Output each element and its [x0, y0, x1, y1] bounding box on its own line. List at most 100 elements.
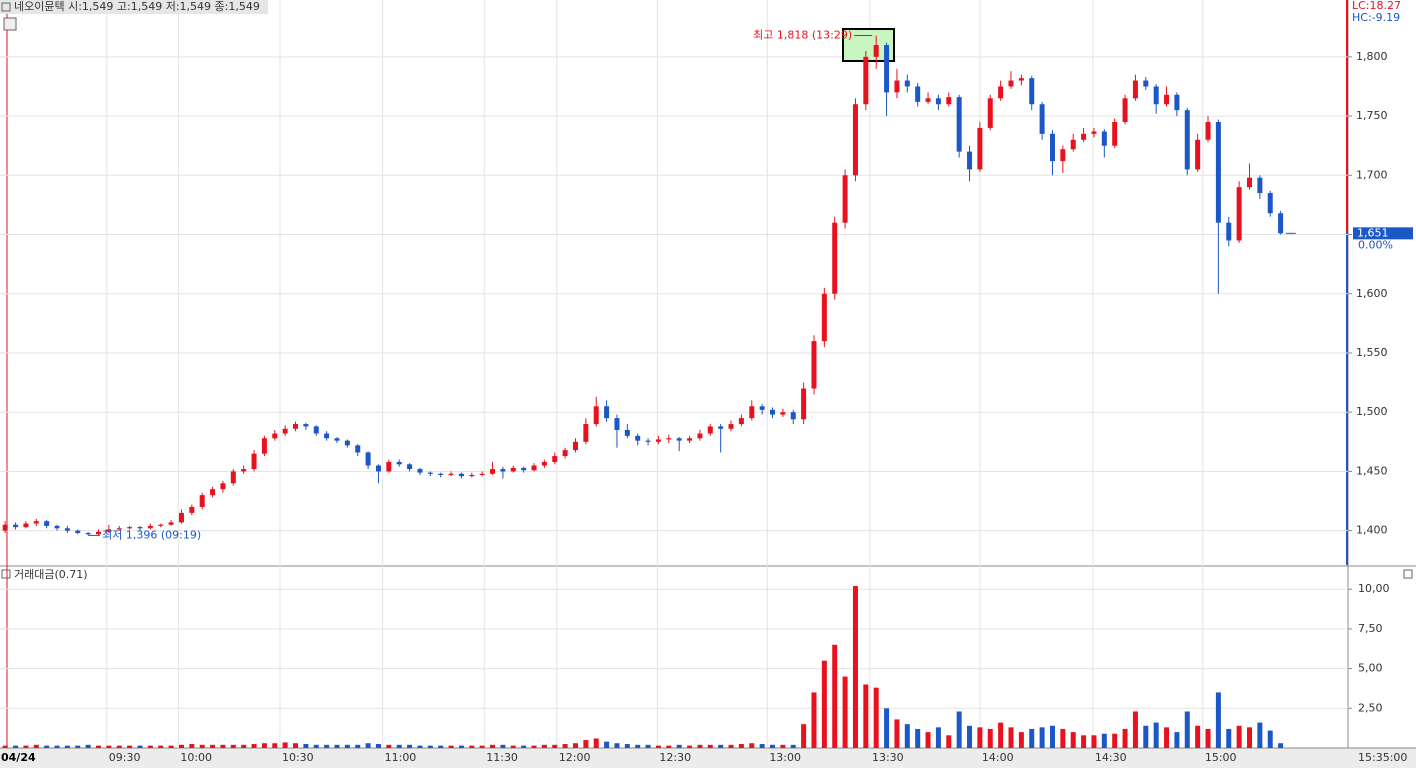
volume-bar [500, 744, 506, 748]
candle-body [707, 426, 713, 434]
candle-body [2, 524, 8, 531]
volume-bar [977, 727, 983, 748]
volume-bar [1081, 735, 1087, 748]
volume-bar [915, 728, 921, 748]
candle-body [261, 438, 267, 454]
volume-bar [946, 735, 952, 748]
volume-bar [44, 745, 50, 748]
volume-bar [324, 744, 330, 748]
candle-body [770, 409, 776, 415]
volume-icon[interactable] [1, 569, 11, 579]
candle-body [894, 80, 900, 93]
volume-bar [873, 687, 879, 748]
volume-bar [355, 744, 361, 748]
price-axis-area [1348, 0, 1416, 768]
volume-bar [1132, 711, 1138, 748]
volume-bar [676, 744, 682, 748]
candle-body [925, 98, 931, 102]
volume-bar [1267, 730, 1273, 748]
candle-body [1008, 80, 1014, 87]
volume-bar [759, 744, 765, 748]
volume-bar [417, 745, 423, 748]
candle-body [1081, 133, 1087, 140]
y-tick-label: 1,750 [1356, 109, 1388, 122]
volume-bar [925, 732, 931, 748]
title-box [0, 0, 268, 14]
candle-body [655, 439, 661, 442]
candle-body [230, 471, 236, 484]
volume-bar [230, 744, 236, 748]
x-tick-label: 14:30 [1095, 751, 1127, 764]
volume-bar [282, 742, 288, 748]
candle-body [85, 533, 91, 535]
candle-body [749, 406, 755, 419]
x-tick-label: 12:30 [659, 751, 691, 764]
volume-bar [572, 743, 578, 748]
x-tick-label: 14:00 [982, 751, 1014, 764]
volume-bar [85, 744, 91, 748]
candle-body [33, 521, 39, 524]
candle-body [635, 435, 641, 441]
title-icon[interactable] [1, 2, 11, 12]
candle-body [64, 528, 70, 531]
volume-menu-icon[interactable] [1403, 569, 1413, 579]
volume-bar [1143, 725, 1149, 748]
last-price-label: 1,651 [1357, 226, 1389, 239]
candle-body [313, 426, 319, 434]
candle-body [583, 424, 589, 442]
volume-bar [967, 725, 973, 748]
candle-body [396, 461, 402, 465]
volume-bar [261, 743, 267, 748]
candle-body [210, 489, 216, 496]
candle-body [500, 469, 506, 472]
settings-icon[interactable] [3, 17, 17, 31]
volume-bar [469, 745, 475, 748]
change-label: 0.00% [1358, 238, 1393, 251]
volume-bar [821, 660, 827, 748]
candle-body [168, 522, 174, 525]
candle-body [199, 495, 205, 507]
volume-bar [375, 744, 381, 748]
volume-bar [1029, 728, 1035, 748]
volume-bar [2, 745, 8, 748]
volume-bar [697, 744, 703, 748]
candle-body [1257, 177, 1263, 194]
candle-body [1195, 139, 1201, 170]
candle-body [417, 469, 423, 473]
volume-bar [106, 745, 112, 748]
x-tick-label: 13:00 [769, 751, 801, 764]
candle-body [987, 98, 993, 128]
candle-body [1039, 104, 1045, 134]
volume-bar [407, 744, 413, 748]
x-tick-label: 10:00 [180, 751, 212, 764]
volume-bar [168, 745, 174, 748]
candle-body [521, 467, 527, 471]
candle-body [1122, 98, 1128, 123]
volume-bar [987, 728, 993, 748]
candle-body [687, 438, 693, 441]
candle-body [106, 529, 112, 532]
volume-bar [241, 744, 247, 748]
volume-bar [583, 740, 589, 748]
volume-bar [811, 692, 817, 748]
y-tick-label: 1,550 [1356, 346, 1388, 359]
date-label: 04/24 [1, 751, 36, 764]
volume-bar [334, 744, 340, 748]
volume-bar [293, 743, 299, 748]
volume-bar [427, 745, 433, 748]
volume-bar [531, 745, 537, 748]
volume-bar [884, 708, 890, 748]
volume-bar [458, 745, 464, 748]
volume-bar [624, 744, 630, 748]
candle-body [220, 483, 226, 490]
volume-bar [1215, 692, 1221, 748]
volume-bar [645, 744, 651, 748]
candle-body [1112, 122, 1118, 146]
candle-body [852, 104, 858, 176]
candle-body [1246, 177, 1252, 188]
volume-bar [904, 724, 910, 748]
candle-body [178, 512, 184, 523]
y-tick-label: 1,600 [1356, 287, 1388, 300]
candle-body [1091, 131, 1097, 134]
candle-body [44, 521, 50, 526]
